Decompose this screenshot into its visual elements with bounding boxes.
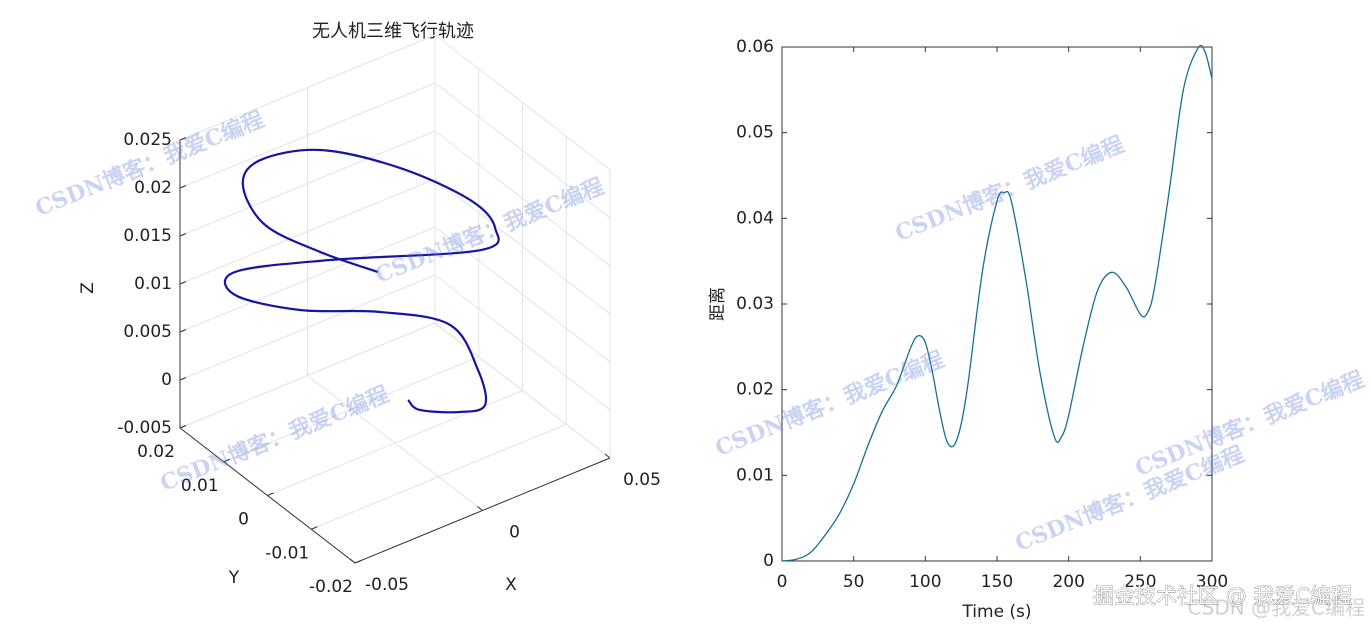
x-tick-label: 150 bbox=[981, 572, 1013, 592]
y-tick-label: 0.05 bbox=[736, 123, 774, 143]
y-tick-label: 0.06 bbox=[736, 37, 774, 57]
y-tick-label: 0.04 bbox=[736, 208, 774, 228]
chart-title: 无人机三维飞行轨迹 bbox=[312, 21, 474, 42]
tick-mark bbox=[179, 425, 187, 429]
y-tick-label: 0 bbox=[238, 510, 249, 530]
tick-mark bbox=[477, 506, 483, 511]
tick-mark bbox=[179, 329, 187, 333]
data-line bbox=[781, 44, 1213, 562]
tick-mark bbox=[311, 526, 318, 530]
y-tick-label: 0.01 bbox=[736, 465, 774, 485]
x-tick-label: 100 bbox=[909, 572, 941, 592]
axis-line bbox=[354, 457, 611, 564]
x-axis-label: X bbox=[505, 575, 517, 595]
x-tick-label: 0.05 bbox=[623, 470, 661, 490]
watermark: CSDN博客：我爱C编程 bbox=[32, 106, 268, 222]
axis-line bbox=[179, 427, 356, 564]
tick-mark bbox=[179, 185, 187, 189]
grid-line bbox=[311, 423, 567, 530]
tick-mark bbox=[179, 377, 187, 381]
y-tick-label: -0.02 bbox=[309, 577, 353, 597]
x-tick-label: 200 bbox=[1052, 572, 1084, 592]
z-tick-label: 0 bbox=[161, 370, 172, 390]
grid-line bbox=[179, 322, 436, 429]
z-tick-label: -0.005 bbox=[117, 418, 172, 438]
z-axis-label: Z bbox=[78, 282, 98, 294]
watermark: CSDN博客：我爱C编程 bbox=[157, 381, 393, 497]
tick-mark bbox=[604, 453, 611, 459]
y-axis-label: Y bbox=[228, 568, 240, 588]
tick-mark bbox=[223, 458, 230, 463]
y-tick-label: 0 bbox=[763, 551, 774, 571]
z-tick-label: 0.01 bbox=[134, 274, 172, 294]
y-axis-label: 距离 bbox=[708, 287, 728, 321]
grid-line bbox=[267, 390, 523, 496]
y-tick-label: -0.01 bbox=[265, 543, 309, 563]
footer: 掘金技术社区 @ 我爱C编程 bbox=[1093, 584, 1352, 608]
y-tick-label: 0.03 bbox=[736, 294, 774, 314]
x-tick-label: 0 bbox=[509, 523, 520, 543]
tick-mark bbox=[179, 281, 187, 285]
y-tick-label: 0.02 bbox=[137, 442, 175, 462]
z-tick-label: 0.015 bbox=[123, 226, 172, 246]
x-tick-label: 0 bbox=[777, 572, 788, 592]
footer-faint: CSDN @我爱C编程 bbox=[1188, 596, 1365, 620]
tick-mark bbox=[267, 492, 274, 496]
y-tick-label: 0.01 bbox=[181, 476, 219, 496]
z-tick-label: 0.005 bbox=[123, 322, 172, 342]
x-tick-label: -0.05 bbox=[365, 575, 409, 595]
trajectory-line bbox=[223, 148, 500, 414]
x-tick-label: 250 bbox=[1124, 572, 1156, 592]
x-axis-label: Time (s) bbox=[961, 602, 1031, 622]
tick-mark bbox=[179, 137, 187, 141]
tick-mark bbox=[179, 233, 187, 237]
z-tick-label: 0.025 bbox=[123, 130, 172, 150]
grid-line bbox=[223, 356, 479, 463]
x-tick-label: 300 bbox=[1196, 572, 1228, 592]
z-tick-label: 0.02 bbox=[134, 178, 172, 198]
x-tick-label: 50 bbox=[843, 572, 865, 592]
plot-area bbox=[781, 46, 1213, 562]
y-tick-label: 0.02 bbox=[736, 380, 774, 400]
